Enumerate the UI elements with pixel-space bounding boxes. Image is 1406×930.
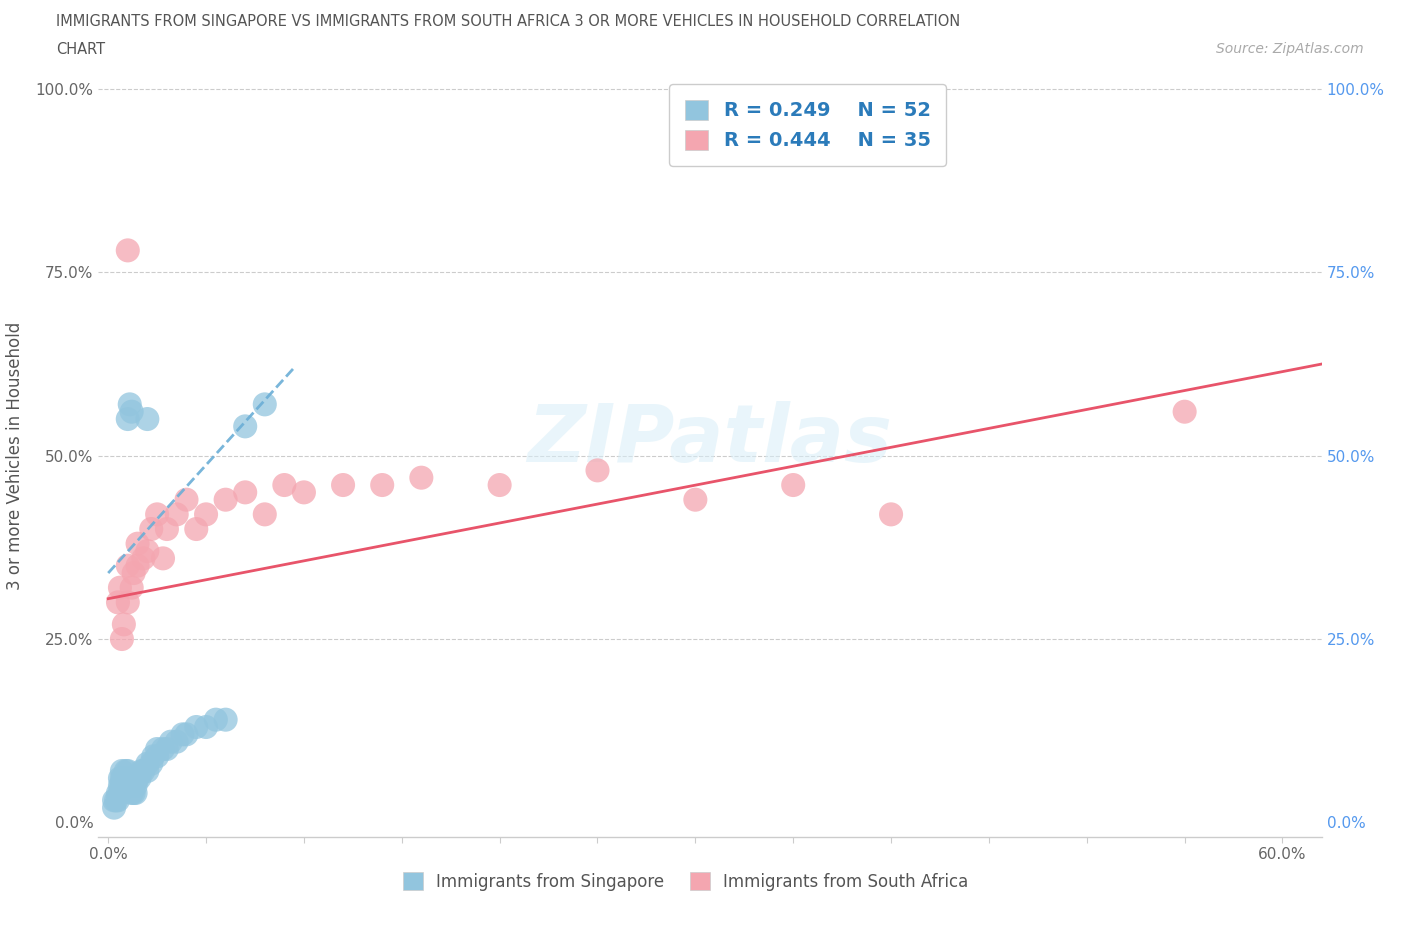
Point <box>782 478 804 493</box>
Point <box>142 749 165 764</box>
Point <box>488 478 510 493</box>
Point <box>118 397 141 412</box>
Point <box>176 727 198 742</box>
Point <box>121 786 143 801</box>
Point <box>111 764 134 778</box>
Point <box>233 485 256 499</box>
Point <box>136 543 159 558</box>
Point <box>117 558 139 573</box>
Point <box>332 478 354 493</box>
Point <box>111 771 134 786</box>
Point <box>117 412 139 427</box>
Point <box>124 786 146 801</box>
Point <box>371 478 394 493</box>
Point <box>108 771 131 786</box>
Point <box>107 786 129 801</box>
Text: IMMIGRANTS FROM SINGAPORE VS IMMIGRANTS FROM SOUTH AFRICA 3 OR MORE VEHICLES IN : IMMIGRANTS FROM SINGAPORE VS IMMIGRANTS … <box>56 14 960 29</box>
Point <box>131 764 153 778</box>
Point <box>214 492 236 507</box>
Point <box>205 712 228 727</box>
Point <box>146 507 169 522</box>
Point <box>132 551 155 565</box>
Point <box>114 778 136 793</box>
Point <box>112 778 135 793</box>
Point <box>132 764 155 778</box>
Point <box>156 741 179 756</box>
Point <box>122 565 145 580</box>
Point <box>253 397 276 412</box>
Point <box>124 778 146 793</box>
Point <box>118 778 141 793</box>
Point <box>128 771 150 786</box>
Point <box>127 771 149 786</box>
Point <box>136 756 159 771</box>
Point <box>107 793 129 808</box>
Point <box>141 522 163 537</box>
Point <box>411 471 433 485</box>
Point <box>111 631 134 646</box>
Point <box>195 720 218 735</box>
Point <box>117 595 139 610</box>
Point <box>117 243 139 258</box>
Point <box>105 793 128 808</box>
Point <box>156 522 179 537</box>
Legend: Immigrants from Singapore, Immigrants from South Africa: Immigrants from Singapore, Immigrants fr… <box>396 866 974 897</box>
Point <box>141 756 163 771</box>
Point <box>111 778 134 793</box>
Point <box>685 492 707 507</box>
Point <box>1174 405 1197 419</box>
Point <box>186 720 208 735</box>
Point <box>586 463 609 478</box>
Point <box>292 485 315 499</box>
Y-axis label: 3 or more Vehicles in Household: 3 or more Vehicles in Household <box>7 322 24 590</box>
Point <box>121 771 143 786</box>
Point <box>112 617 135 631</box>
Text: Source: ZipAtlas.com: Source: ZipAtlas.com <box>1216 42 1364 56</box>
Point <box>166 735 188 750</box>
Point <box>160 735 183 750</box>
Point <box>127 558 149 573</box>
Point <box>136 412 159 427</box>
Point <box>146 749 169 764</box>
Point <box>214 712 236 727</box>
Point <box>108 778 131 793</box>
Point <box>166 507 188 522</box>
Point <box>880 507 903 522</box>
Point <box>122 771 145 786</box>
Point <box>112 771 135 786</box>
Point <box>114 764 136 778</box>
Point <box>195 507 218 522</box>
Point <box>127 537 149 551</box>
Point <box>121 580 143 595</box>
Point <box>172 727 194 742</box>
Point <box>253 507 276 522</box>
Point <box>103 793 125 808</box>
Point <box>273 478 295 493</box>
Text: ZIPatlas: ZIPatlas <box>527 402 893 480</box>
Text: CHART: CHART <box>56 42 105 57</box>
Point <box>152 551 174 565</box>
Point <box>103 800 125 815</box>
Point <box>107 595 129 610</box>
Point <box>136 764 159 778</box>
Point <box>146 741 169 756</box>
Point <box>117 778 139 793</box>
Point <box>233 418 256 433</box>
Point <box>117 764 139 778</box>
Point <box>122 786 145 801</box>
Point <box>108 580 131 595</box>
Point <box>176 492 198 507</box>
Point <box>108 786 131 801</box>
Point <box>121 405 143 419</box>
Point <box>152 741 174 756</box>
Point <box>117 771 139 786</box>
Point <box>186 522 208 537</box>
Point <box>118 771 141 786</box>
